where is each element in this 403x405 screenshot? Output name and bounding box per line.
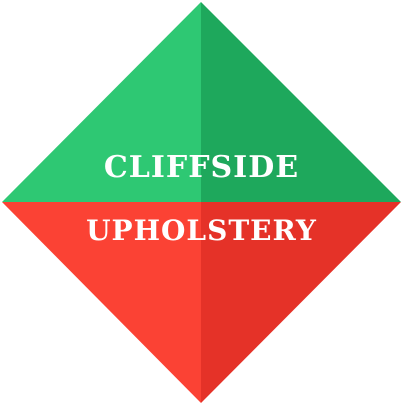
diamond-bottom-left-facet bbox=[2, 202, 201, 403]
diamond-top-left-facet bbox=[2, 2, 201, 202]
diamond-bottom-right-facet bbox=[201, 202, 401, 403]
logo-line-2: UPHOLSTERY bbox=[86, 214, 317, 247]
diamond-top-right-facet bbox=[201, 2, 401, 202]
logo-line-1: CLIFFSIDE bbox=[103, 150, 300, 185]
